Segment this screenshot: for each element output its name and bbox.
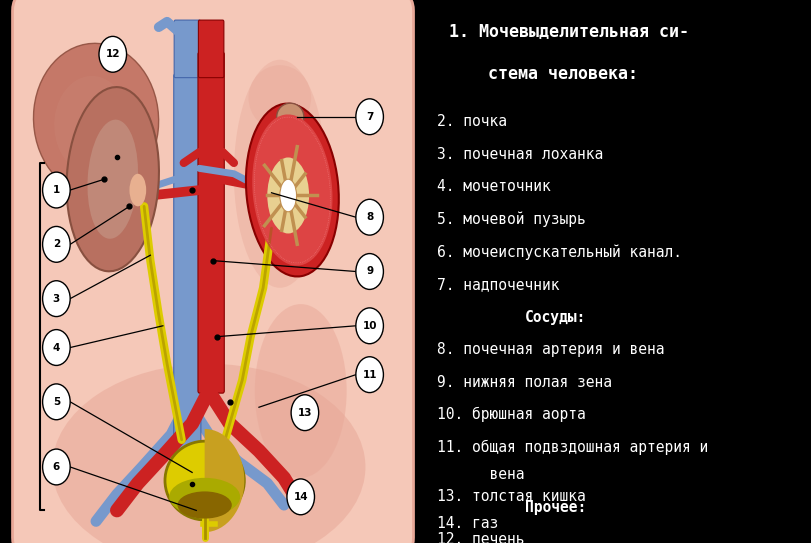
Ellipse shape [165,441,244,520]
Wedge shape [204,429,244,532]
Circle shape [356,308,384,344]
Text: 3: 3 [53,294,60,304]
Circle shape [43,449,71,485]
Ellipse shape [277,103,304,130]
Circle shape [356,254,384,289]
Text: Сосуды:: Сосуды: [525,310,586,325]
Text: 11: 11 [363,370,377,380]
Text: Прочее:: Прочее: [525,500,586,515]
Circle shape [43,281,71,317]
Text: 10. брюшная аорта: 10. брюшная аорта [437,407,586,422]
Circle shape [356,199,384,235]
Text: 7: 7 [366,112,373,122]
Circle shape [356,357,384,393]
Text: 5. мочевой пузырь: 5. мочевой пузырь [437,212,586,228]
Text: 13: 13 [298,408,312,418]
Text: 8. почечная артерия и вена: 8. почечная артерия и вена [437,342,665,357]
Text: 9: 9 [366,267,373,276]
Ellipse shape [88,119,138,239]
FancyBboxPatch shape [199,20,224,78]
Ellipse shape [169,478,240,516]
Ellipse shape [252,115,333,266]
Circle shape [287,479,315,515]
Ellipse shape [283,184,290,196]
FancyBboxPatch shape [174,74,201,458]
Text: 4. мочеточник: 4. мочеточник [437,179,551,194]
Text: 8: 8 [366,212,373,222]
Ellipse shape [280,179,297,212]
Text: 11. общая подвздошная артерия и: 11. общая подвздошная артерия и [437,440,709,455]
Text: 6. мочеиспускательный канал.: 6. мочеиспускательный канал. [437,244,682,260]
Text: 10: 10 [363,321,377,331]
Text: 2: 2 [53,239,60,249]
FancyBboxPatch shape [198,52,225,393]
FancyBboxPatch shape [12,0,414,543]
Text: стема человека:: стема человека: [488,65,638,83]
Ellipse shape [54,76,130,174]
Text: 1: 1 [53,185,60,195]
Circle shape [43,384,71,420]
Ellipse shape [234,60,326,288]
Text: 1. Мочевыделительная си-: 1. Мочевыделительная си- [449,22,689,40]
Text: вена: вена [437,467,525,482]
Circle shape [43,330,71,365]
Text: 7. надпочечник: 7. надпочечник [437,277,560,292]
Ellipse shape [33,43,159,195]
Circle shape [99,36,127,72]
Text: 12. печень: 12. печень [437,532,525,543]
Circle shape [291,395,319,431]
Circle shape [43,226,71,262]
Ellipse shape [255,304,346,478]
Ellipse shape [178,491,232,519]
Ellipse shape [246,104,339,276]
Text: 3. почечная лоханка: 3. почечная лоханка [437,147,603,162]
Text: 12: 12 [105,49,120,59]
Ellipse shape [130,174,146,206]
Ellipse shape [52,364,366,543]
Text: 5: 5 [53,397,60,407]
Text: 13. толстая кишка: 13. толстая кишка [437,489,586,504]
Text: 6: 6 [53,462,60,472]
Circle shape [356,99,384,135]
Text: 14. газ: 14. газ [437,516,499,531]
Ellipse shape [67,87,159,272]
Text: 14: 14 [294,492,308,502]
Circle shape [43,172,71,208]
FancyBboxPatch shape [174,20,200,78]
Text: 2. почка: 2. почка [437,114,508,129]
Text: 9. нижняя полая зена: 9. нижняя полая зена [437,375,612,390]
Text: 4: 4 [53,343,60,352]
Ellipse shape [248,65,311,130]
Ellipse shape [268,157,309,233]
